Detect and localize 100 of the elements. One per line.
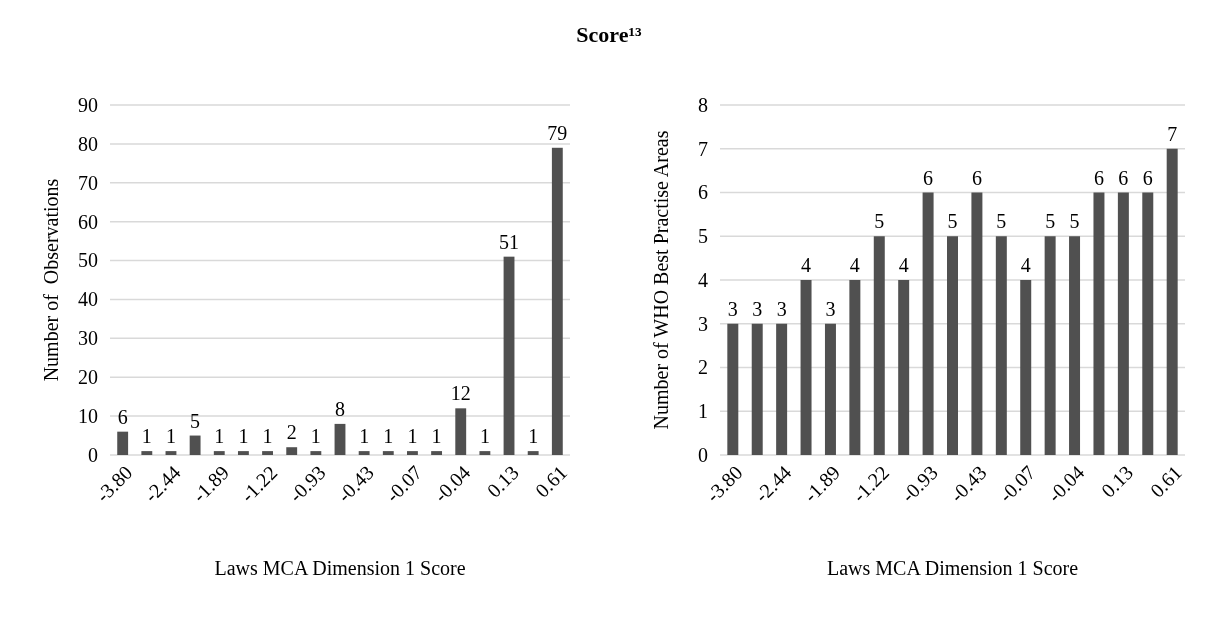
- bar: [237, 451, 249, 455]
- x-tick-label: -0.04: [429, 461, 475, 507]
- x-tick-label: 0.13: [482, 461, 523, 502]
- bar: [995, 236, 1007, 455]
- x-axis-title: Laws MCA Dimension 1 Score: [826, 557, 1079, 579]
- bar: [551, 147, 563, 455]
- x-tick-label: 0.61: [530, 461, 572, 502]
- y-axis-title: Number of Observations: [40, 178, 62, 382]
- data-label: 1: [310, 425, 321, 448]
- data-label: 5: [996, 210, 1007, 233]
- data-label: 8: [335, 397, 345, 420]
- data-label: 1: [141, 425, 152, 448]
- x-tick-label: -1.22: [236, 461, 282, 507]
- bar: [310, 451, 322, 455]
- bar: [873, 236, 885, 455]
- data-label: 1: [431, 425, 442, 448]
- bar: [727, 323, 739, 455]
- data-label: 12: [450, 382, 471, 405]
- x-tick-label: -0.93: [896, 461, 942, 507]
- bar: [800, 280, 812, 455]
- bar: [382, 451, 394, 455]
- data-label: 6: [971, 166, 982, 189]
- data-label: 4: [849, 254, 860, 276]
- bar: [971, 192, 983, 455]
- bar: [286, 447, 298, 455]
- x-tick-label: -0.43: [332, 461, 378, 507]
- data-label: 5: [1045, 210, 1056, 233]
- bar: [503, 256, 515, 455]
- bar: [334, 423, 346, 455]
- bar: [527, 451, 539, 455]
- data-label: 1: [262, 425, 273, 448]
- y-tick-label: 3: [698, 312, 708, 335]
- data-label: 4: [1020, 254, 1031, 276]
- bar: [165, 451, 177, 455]
- bar: [262, 451, 273, 455]
- y-axis-title: Number of WHO Best Practise Areas: [650, 130, 672, 430]
- bar: [922, 192, 934, 455]
- chart-title: Score¹³: [576, 22, 643, 47]
- y-tick-label: 70: [78, 171, 98, 194]
- data-label: 3: [752, 297, 763, 320]
- bar: [1020, 280, 1032, 455]
- data-label: 4: [801, 254, 812, 276]
- x-axis-title: Laws MCA Dimension 1 Score: [214, 557, 466, 579]
- data-label: 1: [528, 425, 539, 448]
- data-label: 4: [898, 254, 909, 276]
- data-label: 6: [117, 405, 128, 428]
- x-tick-label: 0.13: [1096, 461, 1138, 502]
- data-label: 3: [727, 297, 738, 320]
- bar: [1069, 236, 1081, 455]
- bar: [189, 435, 201, 455]
- data-label: 6: [1118, 166, 1129, 189]
- x-tick-label: 0.61: [1145, 461, 1186, 502]
- bar: [1166, 148, 1178, 455]
- y-tick-label: 50: [78, 249, 98, 272]
- x-tick-label: -2.44: [750, 461, 796, 507]
- x-tick-label: -1.22: [848, 461, 894, 507]
- bar: [824, 323, 836, 455]
- bar: [117, 431, 129, 455]
- data-label: 3: [825, 297, 836, 320]
- data-label: 7: [1167, 122, 1178, 145]
- bar: [213, 451, 225, 455]
- data-label: 5: [190, 409, 201, 432]
- data-label: 1: [479, 425, 490, 448]
- y-tick-label: 20: [78, 366, 98, 389]
- data-label: 79: [547, 121, 568, 144]
- bar: [358, 451, 370, 455]
- bar: [479, 451, 491, 455]
- y-tick-label: 30: [78, 327, 98, 350]
- x-tick-label: -0.04: [1043, 461, 1089, 507]
- x-tick-label: -2.44: [139, 461, 185, 507]
- bar: [1044, 236, 1056, 455]
- x-tick-label: -0.43: [945, 461, 991, 507]
- y-tick-label: 5: [698, 225, 708, 248]
- data-label: 1: [214, 425, 225, 448]
- bar: [849, 280, 861, 455]
- y-tick-label: 80: [78, 132, 98, 155]
- y-tick-label: 60: [78, 210, 98, 233]
- y-tick-label: 8: [698, 93, 708, 116]
- bar: [455, 408, 467, 455]
- data-label: 5: [1069, 210, 1080, 233]
- x-tick-label: -1.89: [799, 461, 845, 507]
- data-label: 2: [286, 421, 297, 444]
- bar: [776, 323, 788, 455]
- y-tick-label: 2: [698, 356, 708, 379]
- data-label: 5: [874, 210, 885, 233]
- y-tick-label: 10: [78, 405, 98, 428]
- data-label: 1: [359, 425, 370, 448]
- y-tick-label: 6: [698, 181, 708, 204]
- y-tick-label: 90: [78, 93, 98, 116]
- bar: [1117, 192, 1129, 455]
- data-label: 6: [923, 166, 934, 189]
- bar: [1093, 192, 1105, 455]
- x-tick-label: -1.89: [188, 461, 234, 507]
- bar: [751, 323, 763, 455]
- data-label: 3: [776, 297, 787, 320]
- data-label: 1: [165, 425, 176, 448]
- bar: [407, 451, 418, 455]
- y-tick-label: 4: [698, 268, 708, 291]
- y-tick-label: 40: [78, 288, 98, 311]
- y-tick-label: 1: [698, 400, 708, 423]
